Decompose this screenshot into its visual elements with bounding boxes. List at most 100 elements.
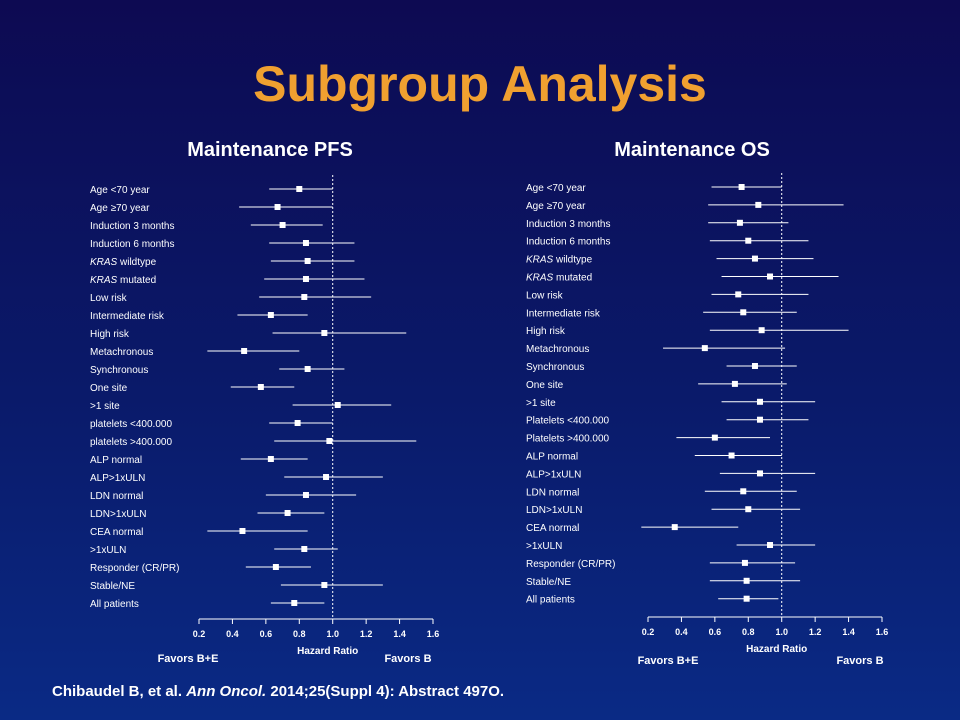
x-tick-label: 1.0 bbox=[775, 627, 788, 637]
hr-point bbox=[267, 312, 274, 318]
hr-point bbox=[241, 348, 248, 354]
row-label: Induction 3 months bbox=[90, 221, 175, 232]
x-tick-label: 0.6 bbox=[260, 629, 273, 639]
hr-point bbox=[302, 492, 309, 498]
row-label: Low risk bbox=[90, 293, 128, 304]
hr-point bbox=[239, 528, 246, 534]
hr-point bbox=[743, 577, 750, 584]
x-tick-label: 0.8 bbox=[293, 629, 306, 639]
row-label: Responder (CR/PR) bbox=[526, 559, 615, 570]
row-label-suffix: mutated bbox=[553, 273, 592, 284]
x-tick-label: 1.6 bbox=[427, 629, 440, 639]
x-tick-label: 1.4 bbox=[842, 627, 855, 637]
row-label: Intermediate risk bbox=[90, 311, 165, 322]
row-label: KRAS wildtype bbox=[90, 257, 157, 268]
hr-point bbox=[274, 204, 281, 210]
row-label-italic: KRAS bbox=[526, 255, 554, 266]
favors-right-label: Favors B bbox=[384, 653, 431, 665]
row-label: High risk bbox=[526, 326, 566, 337]
hr-point bbox=[756, 398, 763, 405]
favors-left-label: Favors B+E bbox=[158, 653, 219, 665]
row-label-italic: KRAS bbox=[90, 275, 118, 286]
row-label: All patients bbox=[526, 595, 575, 606]
hr-point bbox=[756, 470, 763, 477]
hr-point bbox=[728, 452, 735, 459]
x-tick-label: 0.2 bbox=[642, 627, 655, 637]
hr-point bbox=[745, 237, 752, 244]
hr-point bbox=[304, 258, 311, 264]
row-label: One site bbox=[526, 380, 564, 391]
hr-point bbox=[751, 255, 758, 262]
x-tick-label: 0.4 bbox=[675, 627, 688, 637]
hr-point bbox=[301, 546, 308, 552]
row-label: Induction 3 months bbox=[526, 219, 611, 230]
citation-journal: Ann Oncol. bbox=[186, 683, 267, 700]
favors-right-label: Favors B bbox=[836, 655, 883, 667]
row-label: LDN>1xULN bbox=[90, 509, 146, 520]
x-axis-label: Hazard Ratio bbox=[297, 646, 358, 657]
row-label: CEA normal bbox=[90, 527, 143, 538]
row-label: Induction 6 months bbox=[90, 239, 175, 250]
hr-point bbox=[321, 330, 328, 336]
row-label: Stable/NE bbox=[90, 581, 135, 592]
hr-point bbox=[267, 456, 274, 462]
row-label: High risk bbox=[90, 329, 130, 340]
row-label: Stable/NE bbox=[526, 577, 571, 588]
hr-point bbox=[758, 327, 765, 334]
row-label: KRAS mutated bbox=[90, 275, 156, 286]
row-label: ALP>1xULN bbox=[90, 473, 145, 484]
row-label: Age ≥70 year bbox=[526, 201, 586, 212]
chart-title-pfs: Maintenance PFS bbox=[187, 139, 353, 161]
row-label: LDN normal bbox=[90, 491, 143, 502]
hr-point bbox=[751, 363, 758, 369]
row-label: Metachronous bbox=[526, 344, 589, 355]
x-tick-label: 0.4 bbox=[226, 629, 239, 639]
row-label: Platelets <400.000 bbox=[526, 416, 610, 427]
hr-point bbox=[321, 582, 328, 588]
row-label: Low risk bbox=[526, 290, 564, 301]
row-label: Synchronous bbox=[526, 362, 584, 373]
x-tick-label: 1.4 bbox=[393, 629, 406, 639]
hr-point bbox=[735, 291, 742, 298]
x-axis-label: Hazard Ratio bbox=[746, 644, 807, 655]
hr-point bbox=[326, 438, 333, 444]
row-label: Age ≥70 year bbox=[90, 203, 150, 214]
row-label: CEA normal bbox=[526, 523, 579, 534]
row-label: platelets <400.000 bbox=[90, 419, 172, 430]
x-tick-label: 0.2 bbox=[193, 629, 206, 639]
row-label: LDN>1xULN bbox=[526, 505, 582, 516]
row-label: Platelets >400.000 bbox=[526, 434, 610, 445]
hr-point bbox=[296, 186, 303, 192]
x-tick-label: 1.6 bbox=[876, 627, 889, 637]
row-label: KRAS mutated bbox=[526, 273, 592, 284]
row-label-italic: KRAS bbox=[526, 273, 554, 284]
row-label: ALP normal bbox=[526, 452, 578, 463]
row-label: ALP normal bbox=[90, 455, 142, 466]
row-label: >1 site bbox=[526, 398, 556, 409]
hr-point bbox=[736, 219, 743, 226]
row-label: Induction 6 months bbox=[526, 237, 611, 248]
hr-point bbox=[302, 240, 309, 246]
hr-point bbox=[755, 201, 762, 208]
hr-point bbox=[731, 380, 738, 387]
row-label: Responder (CR/PR) bbox=[90, 563, 179, 574]
row-label: platelets >400.000 bbox=[90, 437, 172, 448]
row-label: >1xULN bbox=[526, 541, 562, 552]
hr-point bbox=[743, 595, 750, 602]
row-label-italic: KRAS bbox=[90, 257, 118, 268]
hr-point bbox=[701, 345, 708, 352]
hr-point bbox=[323, 474, 330, 480]
hr-point bbox=[756, 416, 763, 423]
hr-point bbox=[301, 294, 308, 300]
hr-point bbox=[304, 366, 311, 372]
hr-point bbox=[767, 273, 774, 280]
hr-point bbox=[294, 420, 301, 426]
hr-point bbox=[257, 384, 264, 390]
hr-point bbox=[740, 309, 747, 316]
row-label: Synchronous bbox=[90, 365, 148, 376]
row-label: Intermediate risk bbox=[526, 308, 601, 319]
x-tick-label: 1.2 bbox=[360, 629, 373, 639]
citation-details: 2014;25(Suppl 4): Abstract 497O. bbox=[270, 683, 505, 700]
hr-point bbox=[738, 184, 745, 190]
hr-point bbox=[741, 559, 748, 566]
